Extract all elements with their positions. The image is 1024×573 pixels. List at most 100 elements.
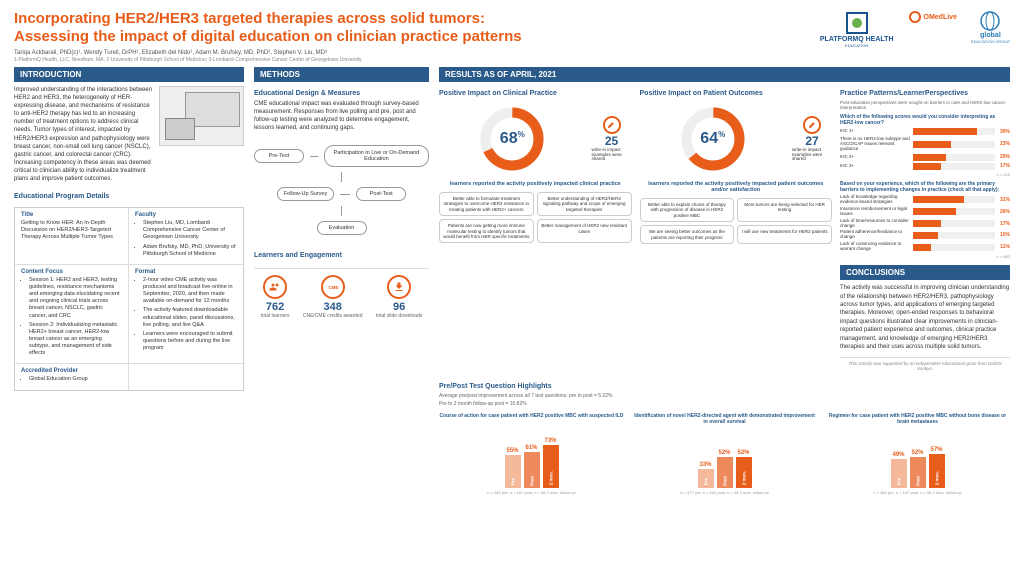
stat-label: CNE/CME credits awarded — [303, 313, 363, 319]
pat-quotes: Better able to explain choice of therapy… — [640, 198, 833, 244]
header: Incorporating HER2/HER3 targeted therapi… — [14, 10, 1010, 63]
hbar-label: Lack of knowledge regarding evidence-bas… — [840, 195, 910, 205]
list-item: Learners were encouraged to submit quest… — [143, 331, 237, 352]
stat-number: 762 — [261, 301, 290, 313]
flow-diagram: Pre-Test Participation in Live or On-Dem… — [254, 140, 429, 240]
omedlive-logo: OMedLive — [908, 10, 957, 24]
faculty-list: Stephen Liu, MD, Lombardi Comprehensive … — [135, 220, 237, 258]
design-head: Educational Design & Measures — [254, 90, 429, 97]
quote-box: Better able to explain choice of therapy… — [640, 198, 735, 222]
provider-label: Accredited Provider — [21, 368, 122, 374]
pat-caption: learners reported the activity positivel… — [640, 181, 833, 193]
quote-box: More tumors are being selected for HER t… — [737, 198, 832, 222]
clin-quotes: Better able to formulate treatment strat… — [439, 192, 632, 243]
list-item: Session 2: Individualizing metastatic HE… — [29, 322, 122, 358]
faculty-label: Faculty — [135, 212, 237, 218]
stat-icon — [263, 275, 287, 299]
results-column: RESULTS AS OF APRIL, 2021 Positive Impac… — [439, 67, 1010, 563]
engagement-stat: CME 348CNE/CME credits awarded — [303, 275, 363, 319]
pencil-icon — [803, 116, 821, 134]
list-item: 2-hour video CME activity was produced a… — [143, 277, 237, 306]
clin-caption: learners reported the activity positivel… — [439, 181, 632, 187]
hbar-row: Patient adherence/hesitance to change 15% — [840, 230, 1010, 240]
hbar-row: IHC 2+20% — [840, 154, 1010, 161]
stat-number: 348 — [303, 301, 363, 313]
flow-participation: Participation in Live or On-Demand Educa… — [324, 145, 429, 167]
q2-text: Based on your experience, which of the f… — [840, 181, 1010, 193]
pp-head: Practice Patterns/LearnerPerspectives — [840, 90, 1010, 97]
bar-chart: Regimen for case patient with HER2 posit… — [825, 413, 1010, 495]
content-list: Session 1: HER2 and HER3, testing guidel… — [21, 277, 122, 358]
title-label: Title — [21, 212, 122, 218]
poster-title: Incorporating HER2/HER3 targeted therapi… — [14, 10, 820, 46]
hbar-label: IHC 1+ — [840, 129, 910, 134]
engagement-stat: 96total slide downloads — [376, 275, 422, 319]
clin-writein-txt: write-in impact examples were shared — [592, 148, 632, 163]
list-item: Stephen Liu, MD, Lombardi Comprehensive … — [143, 220, 237, 241]
hbar-row: There is no HER2-low subtype and ASCO/CA… — [840, 137, 1010, 152]
results-bar: RESULTS AS OF APRIL, 2021 — [439, 67, 1010, 82]
hbar-value: 17% — [1000, 221, 1010, 227]
chart-n: n = 284 pre, n = 167 post, n = 56 2 mos.… — [825, 490, 1010, 495]
grant-note: This activity was supported by an indepe… — [840, 357, 1010, 371]
chart-title: Course of action for case patient with H… — [439, 413, 624, 429]
q1-n: n = 225 — [840, 172, 1010, 177]
flow-eval: Evaluation — [317, 221, 367, 235]
pat-head: Positive Impact on Patient Outcomes — [640, 90, 833, 97]
prepost-bar-charts: Course of action for case patient with H… — [439, 413, 1010, 495]
q2-n: n = 682 — [840, 254, 1010, 259]
hbar-label: Lack of time/resources to consider chang… — [840, 219, 910, 229]
chart-title: Identification of novel HER2-directed ag… — [632, 413, 817, 429]
bar: 57%2 mos. — [929, 447, 945, 488]
engagement-head: Learners and Engagement — [254, 252, 429, 259]
patient-outcomes-block: Positive Impact on Patient Outcomes 64% … — [640, 86, 833, 371]
flow-pretest: Pre-Test — [254, 149, 304, 163]
clin-donut-chart: 68% — [477, 104, 547, 174]
conclusions-bar: CONCLUSIONS — [840, 265, 1010, 280]
engagement-stat: 762total learners — [261, 275, 290, 319]
hbar-value: 11% — [1000, 244, 1010, 250]
hbar-label: Patient adherence/hesitance to change — [840, 230, 910, 240]
stat-label: total learners — [261, 313, 290, 319]
ppq-avg2: Pre to 2 month follow-up post = 10.82% — [439, 401, 1010, 407]
hbar-value: 15% — [1000, 232, 1010, 238]
svg-text:CME: CME — [328, 285, 338, 290]
clinical-practice-block: Positive Impact on Clinical Practice 68%… — [439, 86, 632, 371]
introduction-column: INTRODUCTION Improved understanding of t… — [14, 67, 244, 563]
bar: 61%Post — [524, 445, 540, 489]
hbar-value: 23% — [1000, 141, 1010, 147]
pencil-icon — [603, 116, 621, 134]
q1-bar-chart: IHC 1+ 39% There is no HER2-low subtype an… — [840, 128, 1010, 170]
bar: 49%Pre — [891, 452, 907, 488]
hbar-value: 26% — [1000, 209, 1010, 215]
quote-box: Better management of HER2 new resistant … — [537, 219, 632, 243]
q1-text: Which of the following scores would you … — [840, 114, 1010, 126]
bar-chart: Identification of novel HER2-directed ag… — [632, 413, 817, 495]
bar: 52%2 mos. — [736, 450, 752, 488]
methods-text: CME educational impact was evaluated thr… — [254, 100, 429, 132]
hbar-row: IHC 1+ 39% — [840, 128, 1010, 135]
stat-label: total slide downloads — [376, 313, 422, 319]
methods-bar: METHODS — [254, 67, 429, 82]
hbar-row: Insurance reimbursement or legal issues 2… — [840, 207, 1010, 217]
program-details-head: Educational Program Details — [14, 193, 244, 200]
poster: Incorporating HER2/HER3 targeted therapi… — [0, 0, 1024, 573]
flow-followup: Follow-Up Survey — [277, 187, 334, 201]
hbar-value: 31% — [1000, 197, 1010, 203]
bar: 55%Pre — [505, 448, 521, 488]
bar: 52%Post — [910, 450, 926, 488]
format-label: Format — [135, 269, 237, 275]
hbar-label: Insurance reimbursement or legal issues — [840, 207, 910, 217]
content-label: Content Focus — [21, 269, 122, 275]
title-value: Getting to Know HER: An In-Depth Discuss… — [21, 220, 122, 241]
bar: 52%Post — [717, 450, 733, 488]
quote-box: Better able to formulate treatment strat… — [439, 192, 534, 216]
hbar-row: Lack of convincing evidence to warrant c… — [840, 242, 1010, 252]
format-list: 2-hour video CME activity was produced a… — [135, 277, 237, 352]
hbar-label: There is no HER2-low subtype and ASCO/CA… — [840, 137, 910, 152]
clin-writein-num: 25 — [605, 134, 618, 148]
hbar-value: 39% — [1000, 129, 1010, 135]
conclusions-text: The activity was successful in improving… — [840, 284, 1010, 351]
ppq-head: Pre/Post Test Question Highlights — [439, 383, 1010, 390]
chart-n: n = 284 pre, n = 167 post, n = 56 2 mos.… — [439, 490, 624, 495]
